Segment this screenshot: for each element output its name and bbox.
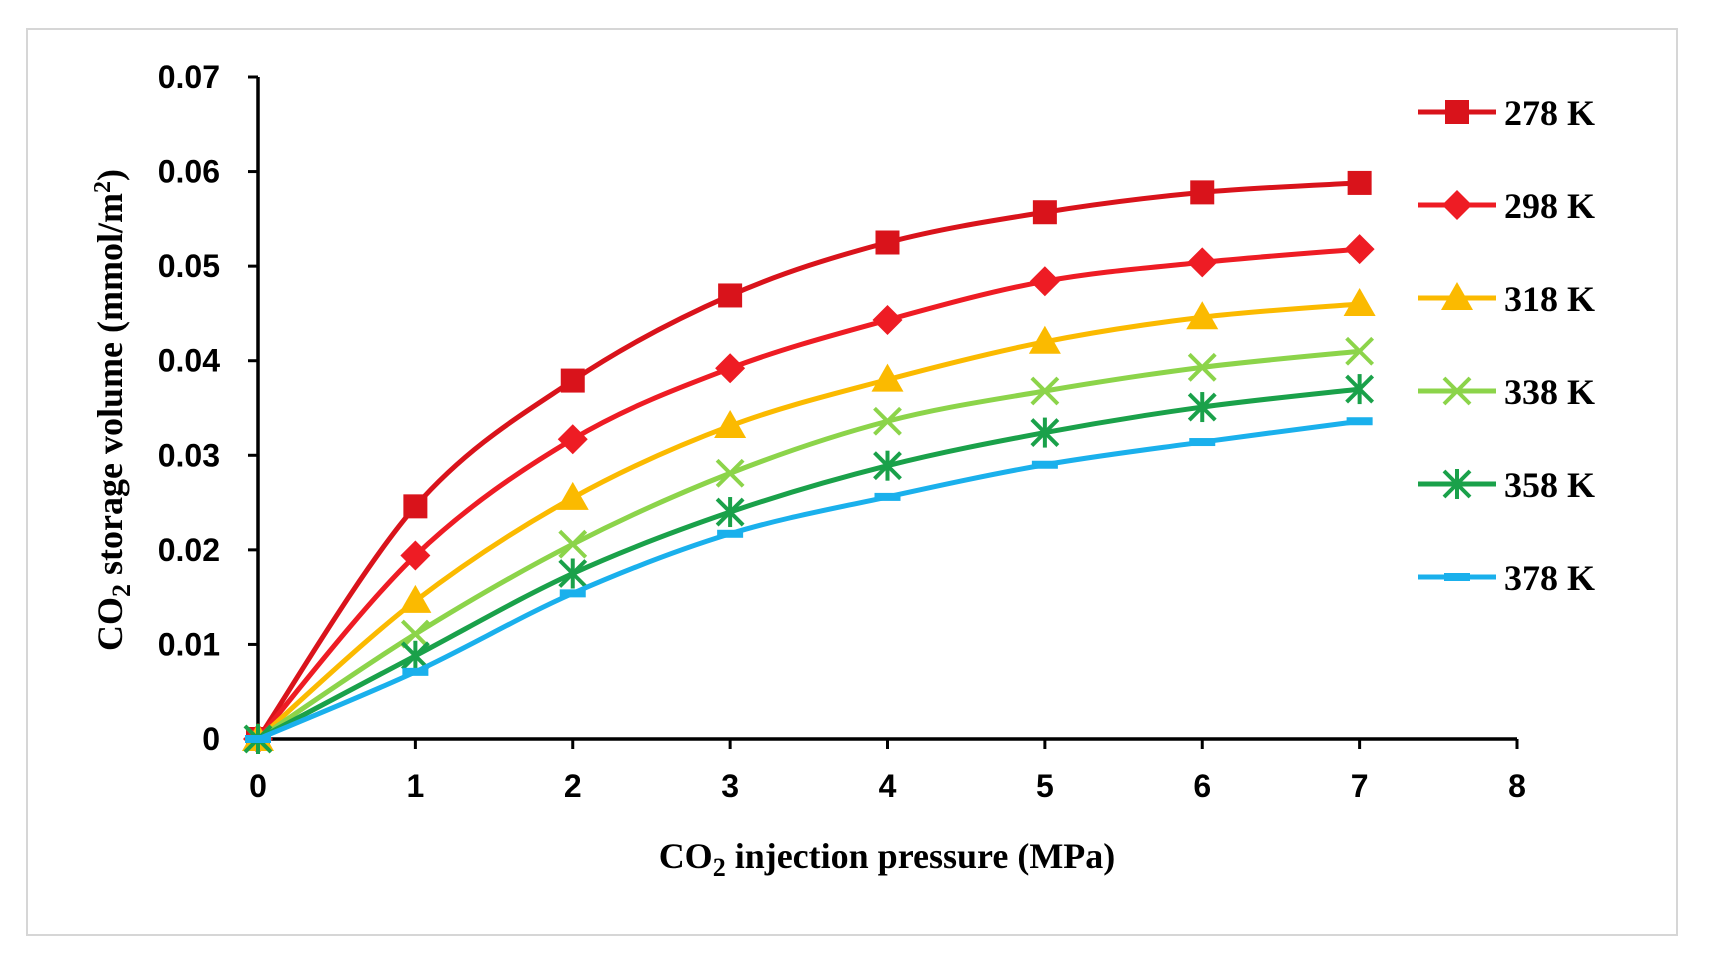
data-point [400, 640, 430, 671]
data-point [1032, 200, 1057, 225]
legend-label: 318 K [1504, 279, 1595, 319]
legend-marker [1442, 376, 1472, 406]
legend-item: 318 K [1418, 279, 1595, 319]
data-point [871, 363, 904, 392]
data-point [1190, 180, 1215, 205]
y-tick-label: 0.06 [158, 154, 220, 190]
series-line [255, 386, 1363, 742]
data-point [875, 230, 900, 255]
x-tick-label: 6 [1193, 768, 1211, 804]
chart-frame [26, 28, 1678, 936]
legend-marker [1445, 100, 1469, 124]
data-point [873, 406, 902, 436]
legend-marker [1442, 190, 1472, 220]
data-point [1187, 392, 1217, 423]
x-tick-label: 5 [1036, 768, 1054, 804]
x-tick-label: 3 [721, 768, 739, 804]
data-point [1187, 352, 1217, 382]
data-point [715, 497, 745, 528]
data-point [1189, 438, 1216, 447]
data-point [557, 424, 588, 455]
legend-label: 298 K [1504, 186, 1595, 226]
data-point [717, 529, 744, 538]
series-line [255, 418, 1363, 742]
legend-item: 358 K [1418, 465, 1595, 505]
y-tick-label: 0.05 [158, 248, 220, 284]
x-tick-label: 8 [1508, 768, 1526, 804]
y-tick-label: 0.02 [158, 532, 220, 568]
legend-marker [1442, 469, 1472, 499]
data-point [714, 409, 747, 438]
y-axis-title: CO2 storage volume (mmol/m2) [90, 169, 136, 651]
series-layer [242, 170, 1376, 754]
data-point [558, 558, 588, 589]
data-point [1343, 287, 1376, 316]
legend-item: 378 K [1418, 558, 1595, 598]
data-point [1187, 247, 1218, 278]
series-318-k [242, 287, 1376, 751]
x-tick-label: 2 [564, 768, 582, 804]
data-point [1030, 376, 1060, 406]
axis-titles: CO2 injection pressure (MPa) CO2 storage … [90, 169, 1115, 882]
data-point [556, 481, 589, 510]
data-point [1347, 170, 1372, 195]
legend: 278 K 298 K 318 K 338 K 358 K 378 K [1418, 93, 1595, 598]
data-point [1029, 266, 1060, 297]
series-358-k [243, 374, 1375, 754]
x-tick-label: 0 [249, 768, 267, 804]
legend-label: 278 K [1504, 93, 1595, 133]
legend-label: 378 K [1504, 558, 1595, 598]
data-point [1344, 234, 1375, 265]
legend-marker [1444, 573, 1470, 581]
data-point [1031, 460, 1058, 469]
y-tick-label: 0.04 [158, 343, 220, 379]
data-point [402, 667, 429, 676]
data-point [1345, 374, 1375, 405]
data-point [1030, 417, 1060, 448]
data-point [1186, 301, 1219, 330]
legend-item: 278 K [1418, 93, 1595, 133]
data-point [1346, 417, 1373, 426]
data-point [400, 619, 430, 649]
legend-label: 358 K [1504, 465, 1595, 505]
x-tick-label: 4 [879, 768, 897, 804]
y-tick-label: 0.01 [158, 626, 220, 662]
data-point [1028, 325, 1061, 354]
data-point [872, 305, 903, 336]
x-tick-label: 7 [1351, 768, 1369, 804]
data-point [560, 368, 585, 393]
data-point [558, 529, 588, 559]
legend-marker [1441, 282, 1473, 310]
series-line [255, 348, 1363, 742]
data-point [715, 458, 745, 488]
data-point [715, 353, 746, 384]
x-tick-label: 1 [406, 768, 424, 804]
data-point [873, 450, 902, 481]
data-point [400, 540, 431, 571]
axes: 0 0.01 0.02 0.03 0.04 0.05 0.06 0.07 0 1 2 3 4 5 6 7 8 [158, 59, 1526, 804]
data-point [559, 589, 586, 598]
data-point [718, 283, 743, 308]
data-point [874, 492, 901, 501]
y-tick-label: 0.03 [158, 437, 220, 473]
data-point [399, 584, 432, 613]
legend-item: 298 K [1418, 186, 1595, 226]
x-axis-title: CO2 injection pressure (MPa) [659, 836, 1116, 882]
data-point [403, 494, 428, 519]
data-point [245, 735, 271, 743]
series-378-k [245, 417, 1373, 743]
y-tick-label: 0 [202, 721, 220, 757]
legend-item: 338 K [1418, 372, 1595, 412]
y-tick-label: 0.07 [158, 59, 220, 95]
legend-label: 338 K [1504, 372, 1595, 412]
data-point [1345, 336, 1375, 366]
